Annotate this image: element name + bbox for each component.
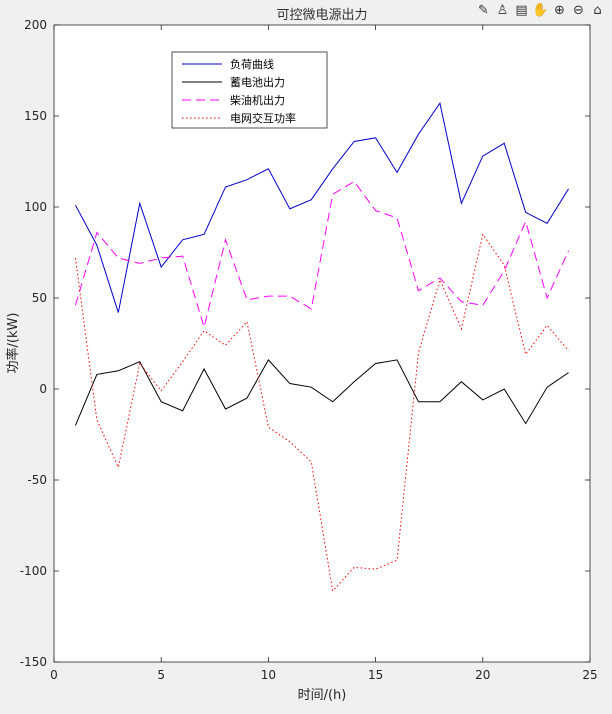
series-line-3 (74, 180, 570, 330)
legend-label-1: 负荷曲线 (230, 57, 274, 71)
data-tips-icon[interactable]: ▤ (515, 3, 528, 18)
series-line-4 (74, 233, 569, 593)
x-tick-label: 20 (475, 668, 490, 682)
x-tick-label: 25 (582, 668, 597, 682)
legend-label-3: 柴油机出力 (230, 93, 285, 107)
y-tick-label: -50 (27, 473, 47, 487)
x-tick-label: 0 (50, 668, 58, 682)
x-tick-label: 10 (261, 668, 276, 682)
y-tick-label: -150 (20, 655, 47, 669)
zoom-out-icon[interactable]: ⊖ (573, 3, 584, 18)
y-tick-label: 50 (32, 291, 47, 305)
legend-label-2: 蓄电池出力 (230, 75, 285, 89)
x-tick-label: 5 (157, 668, 165, 682)
axes-toolbar: ✎ ♙ ▤ ✋ ⊕ ⊖ ⌂ (475, 2, 606, 19)
legend-label-4: 电网交互功率 (230, 111, 296, 125)
x-axis-label: 时间/(h) (298, 688, 347, 703)
x-tick-label: 15 (368, 668, 383, 682)
y-tick-label: 100 (24, 200, 47, 214)
legend-box (171, 51, 328, 129)
y-tick-label: 200 (24, 18, 47, 32)
home-icon[interactable]: ⌂ (593, 3, 602, 18)
plot-area (53, 24, 591, 663)
y-tick-label: -100 (20, 564, 47, 578)
series-line-1 (74, 102, 569, 313)
y-tick-label: 0 (39, 382, 47, 396)
zoom-in-icon[interactable]: ⊕ (554, 3, 565, 18)
chart-title: 可控微电源出力 (276, 8, 367, 23)
export-icon[interactable]: ♙ (496, 3, 509, 18)
pan-icon[interactable]: ✋ (532, 3, 549, 18)
y-axis-label: 功率/(kW) (5, 313, 21, 374)
series-line-2 (74, 359, 569, 426)
brush-icon[interactable]: ✎ (478, 3, 489, 18)
y-tick-label: 150 (24, 109, 47, 123)
